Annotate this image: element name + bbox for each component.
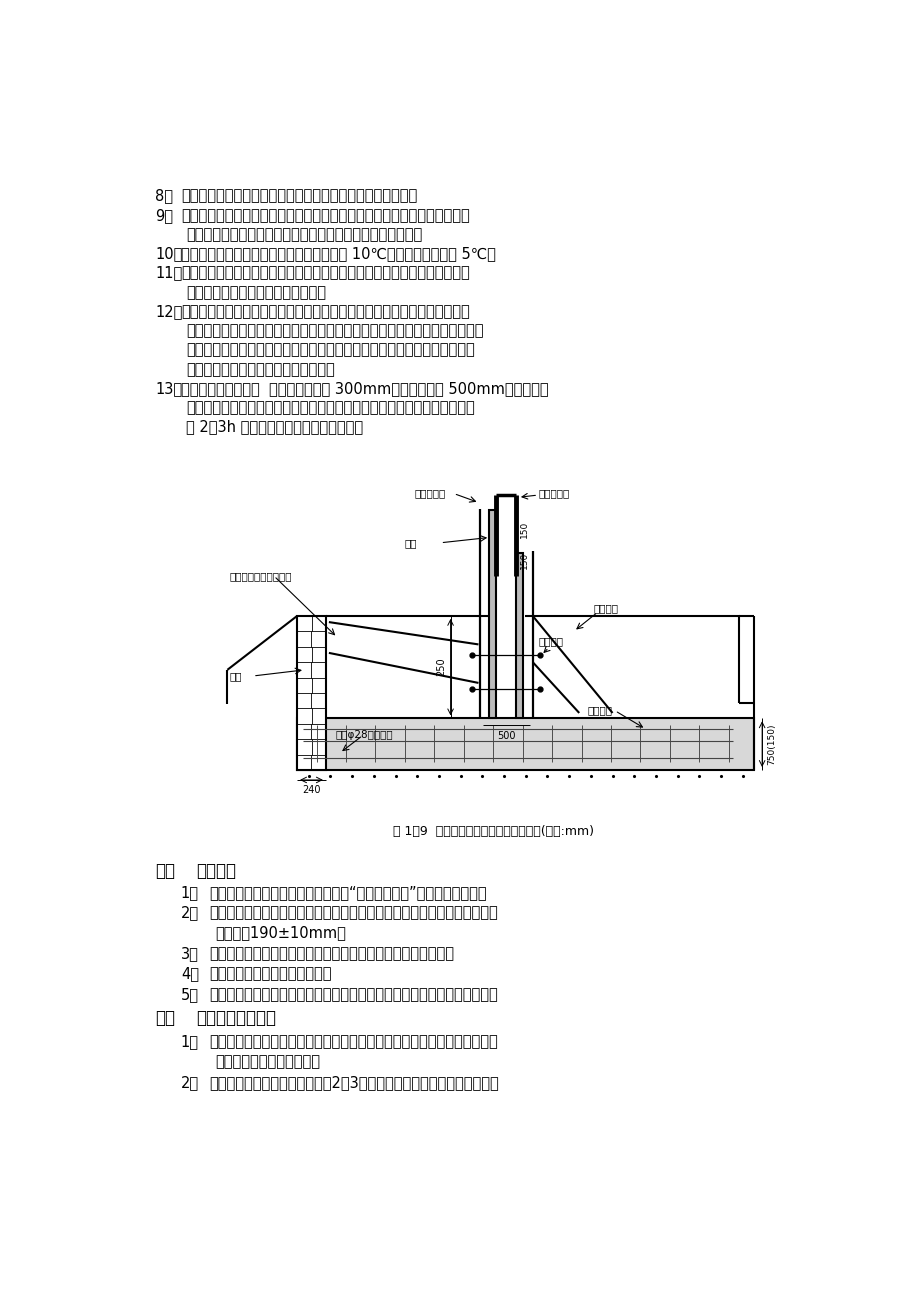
Text: 在浇筑导墙混凝土时，确保墙体混凝土高度，到达鑉板止水带的一半位置。: 在浇筑导墙混凝土时，确保墙体混凝土高度，到达鑉板止水带的一半位置。 bbox=[210, 987, 498, 1001]
Text: 2、: 2、 bbox=[181, 905, 199, 921]
Text: 体积混凝土表面上部点的温差值而定。: 体积混凝土表面上部点的温差值而定。 bbox=[186, 362, 335, 376]
Text: 钉管竖龙骨: 钉管竖龙骨 bbox=[414, 488, 446, 499]
Text: 手套，穿胶鞋等防护用品。: 手套，穿胶鞋等防护用品。 bbox=[216, 1055, 321, 1069]
Text: 500: 500 bbox=[496, 730, 515, 741]
Text: 三、: 三、 bbox=[155, 862, 176, 880]
Text: 质量要求: 质量要求 bbox=[196, 862, 236, 880]
Text: 度控制在190±10mm。: 度控制在190±10mm。 bbox=[216, 926, 346, 940]
Text: 导墙施工做法如下图  钉板止水带宽度 300mm，导墙高度为 500mm。混凝土浇: 导墙施工做法如下图 钉板止水带宽度 300mm，导墙高度为 500mm。混凝土浇 bbox=[181, 381, 548, 396]
Text: 5、: 5、 bbox=[181, 987, 199, 1001]
Text: 用木抖子压光，使收缩裂缝闭合，然后覆盖保温材料，保温材料厚度根据大: 用木抖子压光，使收缩裂缝闭合，然后覆盖保温材料，保温材料厚度根据大 bbox=[186, 342, 474, 358]
Text: 4、: 4、 bbox=[181, 966, 199, 982]
Text: 筑至止水钉板中部，浇筑顺序先浇筑底板混凝土，在靠近外墙底板混凝土浇: 筑至止水钉板中部，浇筑顺序先浇筑底板混凝土，在靠近外墙底板混凝土浇 bbox=[186, 400, 474, 415]
Text: 砖墙: 砖墙 bbox=[230, 671, 242, 681]
Text: 12、: 12、 bbox=[155, 305, 183, 319]
Text: 鑉管斜撑: 鑉管斜撑 bbox=[594, 603, 618, 613]
Text: 混凝土硬化时，收缩的方向不一致，在接缝处容易产生裂缝。: 混凝土硬化时，收缩的方向不一致，在接缝处容易产生裂缝。 bbox=[186, 227, 422, 242]
Text: 应注意的质量问题: 应注意的质量问题 bbox=[196, 1009, 276, 1027]
Text: 前推进，由集水坑或后浇带处抽排。: 前推进，由集水坑或后浇带处抽排。 bbox=[186, 285, 326, 299]
Bar bbox=[489, 510, 495, 719]
Text: 在底板混凝土浇筑过程中，要派2～3人看模、看筋，发现问题及时解决。: 在底板混凝土浇筑过程中，要派2～3人看模、看筋，发现问题及时解决。 bbox=[210, 1075, 499, 1090]
Text: 8、: 8、 bbox=[155, 189, 173, 203]
Text: 筑 2～3h 小时后，浇筑外墙导墙混凝土。: 筑 2～3h 小时后，浇筑外墙导墙混凝土。 bbox=[186, 419, 363, 435]
Text: 模板: 模板 bbox=[404, 538, 417, 548]
Text: 9、: 9、 bbox=[155, 208, 173, 223]
Text: 150: 150 bbox=[519, 552, 528, 569]
Text: 泵送混凝土排除泌水和浮浆后，表面仍有较厚的水泥浆，在混凝土浇筑后一: 泵送混凝土排除泌水和浮浆后，表面仍有较厚的水泥浆，在混凝土浇筑后一 bbox=[181, 305, 469, 319]
Text: 振据时间不要过长，一般控制在表面出浮浆且不再下沉为止。: 振据时间不要过长，一般控制在表面出浮浆且不再下沉为止。 bbox=[181, 189, 416, 203]
Text: 240: 240 bbox=[301, 785, 321, 796]
Text: 混凝土不应有过振、漏振现象。: 混凝土不应有过振、漏振现象。 bbox=[210, 966, 332, 982]
Text: 鑉架φ28鑉筋焊成: 鑉架φ28鑉筋焊成 bbox=[335, 730, 393, 741]
Text: 附加鑉筋: 附加鑉筋 bbox=[587, 706, 612, 716]
Text: 定要认真处理，按标高用长刘杆刐平，用木抖子搓压、拍实，在接近终凝前，: 定要认真处理，按标高用长刘杆刐平，用木抖子搓压、拍实，在接近终凝前， bbox=[186, 323, 483, 339]
Text: 混凝土振据工经培训考核合格，持证上岗。进入施工现场，振据工须戟绝缘: 混凝土振据工经培训考核合格，持证上岗。进入施工现场，振据工须戟绝缘 bbox=[210, 1034, 498, 1049]
Text: 10、: 10、 bbox=[155, 246, 183, 262]
Bar bbox=[297, 616, 325, 769]
Text: 对于到场的混凝土应进行抄检，坦落度过大过小拒收，一般到场混凝土坦落: 对于到场的混凝土应进行抄检，坦落度过大过小拒收，一般到场混凝土坦落 bbox=[210, 905, 498, 921]
Text: 钉筋斜撑支撑在护壁上: 钉筋斜撑支撑在护壁上 bbox=[230, 570, 292, 581]
Text: 1、: 1、 bbox=[181, 884, 199, 900]
Text: 图 1）9  底板钉模、导墙模板安装示意图(单位:mm): 图 1）9 底板钉模、导墙模板安装示意图(单位:mm) bbox=[392, 824, 593, 837]
Text: 混凝土工程质量要求具体请参照本书“筱型基础工程”章节中相应部分。: 混凝土工程质量要求具体请参照本书“筱型基础工程”章节中相应部分。 bbox=[210, 884, 487, 900]
Bar bbox=[516, 553, 523, 719]
Text: 底板混凝土浇筑面的标高，严格按放线人员测定的标高来控制。: 底板混凝土浇筑面的标高，严格按放线人员测定的标高来控制。 bbox=[210, 945, 454, 961]
Text: 150: 150 bbox=[519, 521, 528, 538]
Text: 3、: 3、 bbox=[181, 945, 199, 961]
Text: 四、: 四、 bbox=[155, 1009, 176, 1027]
Text: 冬季施工，严格控制混凝土出罐温度不低于 10℃，入槽温度不低于 5℃。: 冬季施工，严格控制混凝土出罐温度不低于 10℃，入槽温度不低于 5℃。 bbox=[181, 246, 495, 262]
Text: 2、: 2、 bbox=[181, 1075, 199, 1090]
Bar bbox=[297, 719, 754, 769]
Text: 750(150): 750(150) bbox=[766, 724, 775, 764]
Text: 1、: 1、 bbox=[181, 1034, 199, 1049]
Text: 当底板混凝土浇筑到一半后，随即进行导墙混凝土的浇筑，因为墙体与底板: 当底板混凝土浇筑到一半后，随即进行导墙混凝土的浇筑，因为墙体与底板 bbox=[181, 208, 469, 223]
Text: 13、: 13、 bbox=[155, 381, 182, 396]
Text: 250: 250 bbox=[436, 658, 446, 677]
Text: 钉板止水带: 钉板止水带 bbox=[538, 488, 569, 499]
Text: 11、: 11、 bbox=[155, 266, 182, 280]
Text: 在浇筑和振据过程中，上浮的泌水和浮浆顺混凝土面流到坑底，随混凝土向: 在浇筑和振据过程中，上浮的泌水和浮浆顺混凝土面流到坑底，随混凝土向 bbox=[181, 266, 469, 280]
Text: 对拉螺栓: 对拉螺栓 bbox=[538, 635, 562, 646]
